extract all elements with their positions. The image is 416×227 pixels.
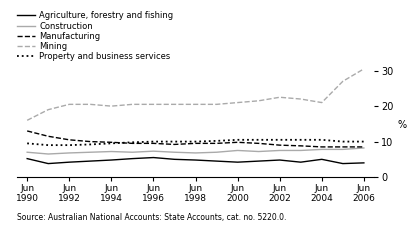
Property and business services xyxy=(298,138,303,141)
Property and business services xyxy=(25,142,30,145)
Property and business services xyxy=(214,140,219,142)
Construction xyxy=(67,152,72,154)
Mining xyxy=(298,98,303,100)
Manufacturing xyxy=(172,143,177,146)
Property and business services xyxy=(172,140,177,143)
Manufacturing xyxy=(214,142,219,145)
Property and business services xyxy=(88,143,93,146)
Agriculture, forestry and fishing xyxy=(88,160,93,163)
Line: Property and business services: Property and business services xyxy=(27,140,364,145)
Mining xyxy=(277,96,282,99)
Property and business services xyxy=(340,140,345,143)
Property and business services xyxy=(130,141,135,144)
Manufacturing xyxy=(130,142,135,145)
Manufacturing xyxy=(235,141,240,144)
Manufacturing xyxy=(319,146,324,148)
Manufacturing xyxy=(362,146,366,148)
Manufacturing xyxy=(256,142,261,145)
Agriculture, forestry and fishing xyxy=(298,161,303,163)
Manufacturing xyxy=(109,141,114,144)
Line: Mining: Mining xyxy=(27,69,364,120)
Mining xyxy=(172,103,177,106)
Mining xyxy=(25,119,30,122)
Agriculture, forestry and fishing xyxy=(46,162,51,165)
Manufacturing xyxy=(193,142,198,145)
Agriculture, forestry and fishing xyxy=(193,159,198,161)
Manufacturing xyxy=(298,144,303,147)
Legend: Agriculture, forestry and fishing, Construction, Manufacturing, Mining, Property: Agriculture, forestry and fishing, Const… xyxy=(17,11,173,61)
Construction xyxy=(214,151,219,154)
Mining xyxy=(193,103,198,106)
Mining xyxy=(214,103,219,106)
Construction xyxy=(130,151,135,154)
Mining xyxy=(88,103,93,106)
Construction xyxy=(25,151,30,154)
Line: Agriculture, forestry and fishing: Agriculture, forestry and fishing xyxy=(27,158,364,164)
Agriculture, forestry and fishing xyxy=(130,157,135,160)
Property and business services xyxy=(109,142,114,145)
Construction xyxy=(319,148,324,151)
Manufacturing xyxy=(46,135,51,138)
Mining xyxy=(319,101,324,104)
Y-axis label: %: % xyxy=(398,120,406,130)
Construction xyxy=(46,153,51,155)
Mining xyxy=(362,67,366,70)
Line: Construction: Construction xyxy=(27,148,364,154)
Property and business services xyxy=(277,138,282,141)
Mining xyxy=(130,103,135,106)
Agriculture, forestry and fishing xyxy=(172,158,177,161)
Agriculture, forestry and fishing xyxy=(214,160,219,163)
Construction xyxy=(109,150,114,153)
Construction xyxy=(277,149,282,152)
Mining xyxy=(46,108,51,111)
Mining xyxy=(256,99,261,102)
Property and business services xyxy=(151,140,156,143)
Agriculture, forestry and fishing xyxy=(277,159,282,161)
Construction xyxy=(235,149,240,152)
Property and business services xyxy=(362,140,366,143)
Agriculture, forestry and fishing xyxy=(362,162,366,164)
Agriculture, forestry and fishing xyxy=(235,161,240,163)
Text: Source: Australian National Accounts: State Accounts, cat. no. 5220.0.: Source: Australian National Accounts: St… xyxy=(17,213,286,222)
Construction xyxy=(88,151,93,154)
Construction xyxy=(172,151,177,154)
Manufacturing xyxy=(277,144,282,146)
Construction xyxy=(151,150,156,153)
Manufacturing xyxy=(340,146,345,148)
Agriculture, forestry and fishing xyxy=(319,158,324,161)
Agriculture, forestry and fishing xyxy=(25,157,30,160)
Agriculture, forestry and fishing xyxy=(340,162,345,165)
Construction xyxy=(256,150,261,153)
Agriculture, forestry and fishing xyxy=(151,156,156,159)
Construction xyxy=(362,147,366,149)
Property and business services xyxy=(46,144,51,146)
Property and business services xyxy=(256,138,261,141)
Manufacturing xyxy=(88,140,93,143)
Manufacturing xyxy=(151,142,156,145)
Property and business services xyxy=(67,144,72,146)
Construction xyxy=(340,148,345,151)
Mining xyxy=(67,103,72,106)
Property and business services xyxy=(319,138,324,141)
Manufacturing xyxy=(67,138,72,141)
Line: Manufacturing: Manufacturing xyxy=(27,131,364,147)
Agriculture, forestry and fishing xyxy=(109,159,114,161)
Construction xyxy=(298,149,303,152)
Construction xyxy=(193,152,198,154)
Mining xyxy=(151,103,156,106)
Mining xyxy=(109,105,114,107)
Mining xyxy=(235,101,240,104)
Agriculture, forestry and fishing xyxy=(256,160,261,163)
Property and business services xyxy=(193,140,198,143)
Mining xyxy=(340,80,345,83)
Agriculture, forestry and fishing xyxy=(67,161,72,163)
Property and business services xyxy=(235,138,240,141)
Manufacturing xyxy=(25,130,30,132)
